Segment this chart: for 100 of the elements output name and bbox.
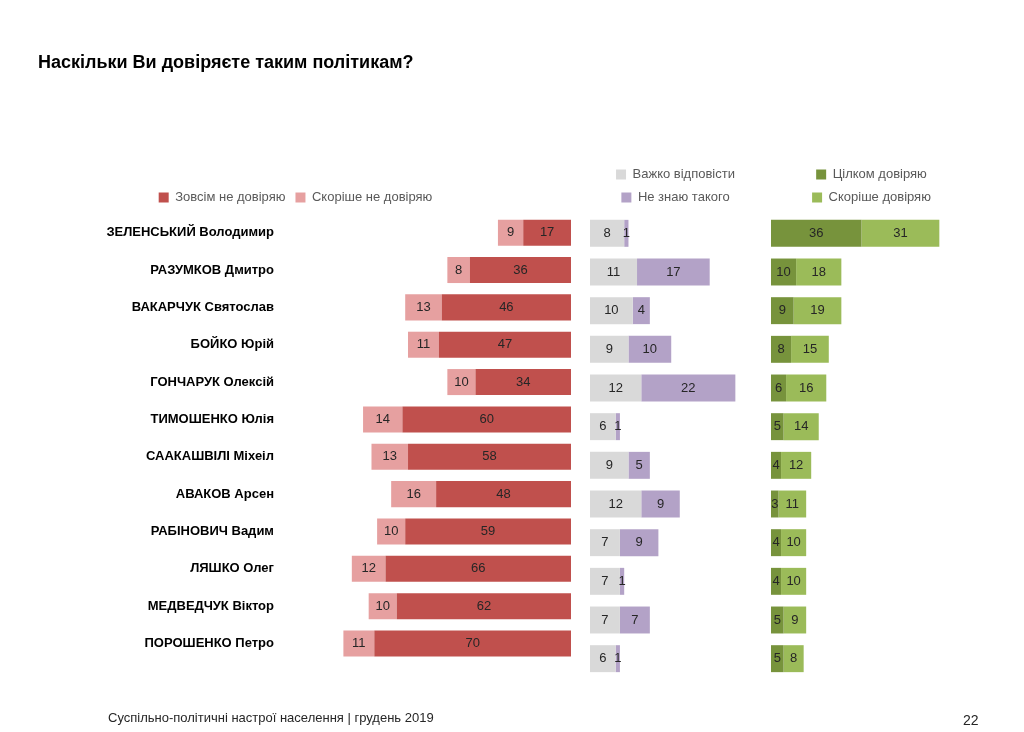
data-label: 62 [476, 597, 492, 613]
bar [447, 257, 470, 284]
bar [408, 331, 439, 358]
legend-label: Важко відповісти [632, 166, 735, 182]
bar [475, 369, 571, 396]
y-tick-label: ЗЕЛЕНСЬКИЙ Володимир [106, 224, 275, 240]
chart-title: Наскільки Ви довіряєте таким політикам? [38, 52, 414, 73]
data-label: 5 [773, 650, 781, 666]
bar [377, 518, 406, 545]
data-label: 4 [772, 456, 780, 472]
bar [771, 219, 862, 247]
bar [447, 369, 476, 396]
data-label: 19 [810, 302, 825, 318]
data-label: 48 [496, 485, 511, 501]
bar [590, 567, 620, 595]
bar [469, 257, 571, 284]
data-label: 9 [605, 340, 613, 356]
y-tick-label: ТИМОШЕНКО Юлія [150, 411, 274, 426]
data-label: 13 [382, 448, 397, 464]
data-label: 12 [608, 495, 623, 511]
data-label: 36 [513, 261, 528, 277]
bar [861, 219, 940, 247]
bar [523, 219, 571, 246]
data-label: 31 [893, 224, 908, 240]
bar [363, 406, 403, 433]
text: 22 [963, 712, 979, 728]
data-label: 10 [786, 572, 801, 588]
bar [590, 335, 629, 363]
data-label: 1 [618, 572, 626, 588]
bar [408, 443, 571, 470]
data-label: 5 [635, 456, 643, 472]
bar [771, 335, 792, 363]
bar [351, 555, 386, 582]
data-label: 1 [622, 224, 630, 240]
data-label: 11 [785, 495, 800, 511]
bar [441, 294, 571, 321]
data-label: 5 [773, 611, 781, 627]
bar [590, 529, 620, 557]
data-label: 10 [454, 373, 469, 389]
data-label: 14 [793, 418, 809, 434]
bar [590, 645, 616, 673]
legend-label: Скоріше не довіряю [311, 189, 433, 205]
bar [771, 645, 784, 673]
data-label: 36 [808, 224, 824, 240]
bar [590, 490, 642, 518]
bar [628, 335, 672, 363]
data-label: 5 [773, 418, 781, 434]
data-label: 7 [631, 611, 639, 627]
data-label: 34 [516, 373, 531, 389]
data-label: 14 [375, 411, 390, 426]
bar [796, 258, 842, 286]
bar [641, 490, 680, 518]
legend-label: Скоріше довіряю [828, 189, 932, 205]
data-label: 8 [454, 261, 463, 277]
data-label: 9 [635, 534, 643, 550]
bar [590, 219, 625, 247]
data-label: 66 [471, 560, 486, 576]
data-label: 8 [790, 650, 798, 666]
data-label: 10 [604, 302, 619, 318]
bar [396, 593, 571, 620]
bar [791, 335, 829, 363]
bar [405, 294, 442, 321]
data-label: 9 [791, 611, 799, 627]
data-label: 60 [479, 411, 494, 426]
y-tick-label: ГОНЧАРУК Олексій [150, 373, 275, 389]
data-label: 9 [605, 456, 613, 472]
data-label: 16 [798, 379, 814, 395]
y-tick-label: РАЗУМКОВ Дмитро [150, 261, 275, 277]
data-label: 10 [383, 523, 399, 539]
data-label: 8 [603, 224, 611, 240]
data-label: 17 [539, 224, 555, 240]
bar [438, 331, 571, 358]
y-tick-label: БОЙКО Юрій [190, 336, 274, 352]
data-label: 1 [614, 650, 622, 666]
y-tick-label: МЕДВЕДЧУК Віктор [147, 597, 275, 613]
y-tick-label: СААКАШВІЛІ Міхеіл [145, 448, 274, 464]
data-label: 7 [601, 572, 609, 588]
data-label: 10 [642, 340, 658, 356]
data-label: 47 [497, 336, 513, 352]
bar [590, 297, 633, 325]
data-label: 12 [788, 456, 804, 472]
bar [590, 413, 616, 441]
bar [391, 481, 437, 508]
data-label: 70 [465, 635, 480, 651]
bar [637, 258, 710, 286]
bar [368, 593, 397, 620]
legend-label: Цілком довіряю [832, 166, 928, 182]
legend-label: Не знаю такого [637, 189, 730, 205]
bar [497, 219, 524, 246]
bar [793, 297, 842, 325]
data-label: 4 [637, 302, 645, 318]
data-label: 16 [406, 485, 421, 501]
data-label: 9 [778, 302, 786, 318]
data-label: 11 [352, 635, 366, 651]
bar [590, 374, 642, 402]
bar [343, 630, 375, 657]
data-label: 17 [666, 263, 681, 279]
data-label: 9 [656, 495, 665, 511]
y-tick-label: ВАКАРЧУК Святослав [131, 298, 275, 314]
bar [402, 406, 571, 433]
